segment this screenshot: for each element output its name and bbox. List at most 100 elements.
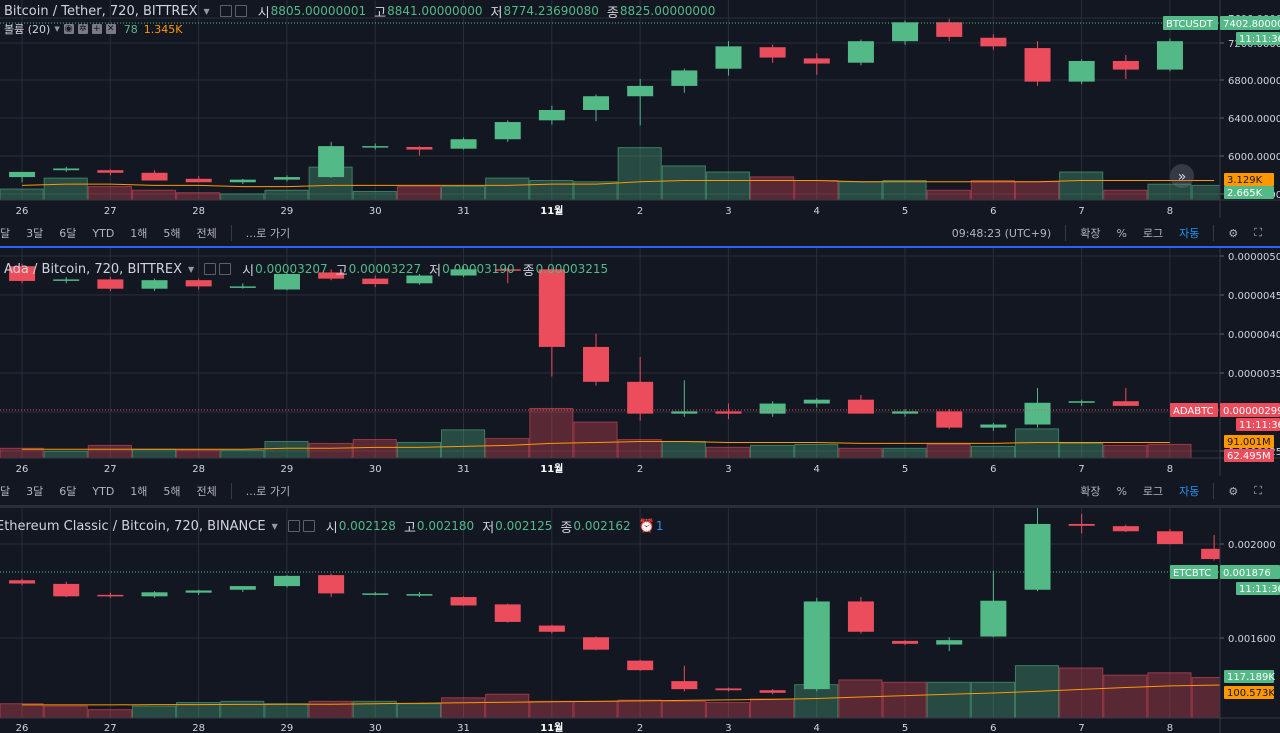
range-month[interactable]: 달 [0, 485, 11, 498]
time-axis-label: 28 [192, 723, 205, 733]
eye-icon[interactable]: ◉ [63, 24, 74, 34]
ohlc-open-value: 0.002128 [338, 519, 396, 533]
volume-bar [970, 681, 1015, 719]
chart-pane-etcbtc[interactable]: 0.002000 0.001600 26 27 28 29 30 31 11월 2 3 4 5 6 7 8 ET… [0, 508, 1280, 733]
zoom-button[interactable]: 확장 [1080, 485, 1101, 498]
goto-date-button[interactable]: ...로 가기 [245, 485, 291, 498]
volume-bar [308, 442, 353, 459]
plus-icon[interactable]: + [91, 24, 102, 34]
candle-body [406, 146, 433, 150]
range-all[interactable]: 전체 [196, 227, 217, 240]
ohlc-close-label: 종 [606, 5, 619, 21]
volume-indicator-label[interactable]: 볼륨 (20) [4, 23, 51, 36]
settings-icon[interactable] [234, 5, 247, 17]
candle-body [1068, 60, 1095, 82]
percent-button[interactable]: % [1116, 226, 1127, 240]
volume-tag: 91.001M [1227, 437, 1271, 448]
btc-candles-svg[interactable]: 7600.000000007200.000000006800.000000006… [0, 0, 1280, 218]
chevron-down-icon[interactable]: ▼ [271, 521, 278, 531]
range-3month[interactable]: 3달 [26, 227, 44, 240]
range-3month[interactable]: 3달 [26, 485, 44, 498]
countdown-tag-bg [1236, 32, 1280, 45]
eye-icon[interactable] [204, 263, 217, 275]
range-all[interactable]: 전체 [196, 485, 217, 498]
toolbar-right: 09:48:23 (UTC+9) 확장 % 로그 자동 ⚙ ⛶ [944, 225, 1270, 241]
settings-icon[interactable] [219, 263, 232, 275]
range-month[interactable]: 달 [0, 227, 11, 240]
volume-bar [1014, 181, 1060, 201]
candle-body [803, 399, 830, 404]
etc-candles-svg[interactable]: 0.002000 0.001600 26 27 28 29 30 31 11월 2 3 4 5 6 7 8 ET… [0, 508, 1280, 733]
auto-button[interactable]: 자동 [1179, 227, 1200, 240]
volume-bar [1147, 443, 1192, 459]
alarm-clock-icon[interactable]: ⏰ [638, 518, 655, 534]
pane-divider-active[interactable] [0, 246, 1280, 248]
time-axis-label: 30 [369, 723, 382, 733]
range-5year[interactable]: 5해 [163, 485, 181, 498]
candle-body [1068, 401, 1095, 403]
eye-icon[interactable] [219, 5, 232, 17]
countdown-tag: 11:11:36 [1239, 584, 1280, 595]
gear-icon[interactable]: ✲ [77, 24, 88, 34]
ohlc-open-label: 시 [242, 263, 255, 279]
volume-bar [441, 186, 486, 201]
zoom-button[interactable]: 확장 [1080, 227, 1101, 240]
time-axis-label: 8 [1167, 464, 1173, 475]
range-6month[interactable]: 6달 [59, 227, 77, 240]
time-axis-label: 29 [281, 206, 294, 217]
chevron-down-icon[interactable]: ▼ [188, 264, 195, 274]
range-1year[interactable]: 1해 [130, 485, 148, 498]
candle-body [406, 594, 433, 596]
volume-bar [396, 441, 442, 459]
ohlc-low-value: 8774.23690080 [503, 4, 599, 18]
volume-ma-line [22, 440, 1170, 450]
clock-time[interactable]: 09:48:23 (UTC+9) [951, 226, 1052, 240]
volume-ma-line [22, 683, 1280, 706]
range-6month[interactable]: 6달 [59, 485, 77, 498]
range-ytd[interactable]: YTD [92, 226, 115, 240]
close-icon[interactable]: ✕ [105, 24, 116, 34]
auto-button[interactable]: 자동 [1179, 485, 1200, 498]
fullscreen-icon[interactable]: ⛶ [1254, 226, 1262, 239]
volume-bar [705, 702, 751, 719]
time-axis-label: 11월 [540, 722, 563, 733]
volume-tag-bg [1224, 686, 1274, 699]
candle-body [494, 122, 521, 140]
candle-body [450, 597, 477, 606]
toolbar-right: 확장 % 로그 자동 ⚙ ⛶ [1072, 483, 1270, 499]
range-1year[interactable]: 1해 [130, 227, 148, 240]
fullscreen-icon[interactable]: ⛶ [1254, 484, 1262, 497]
time-axis-label: 8 [1167, 723, 1173, 733]
last-price-tag-bg [1220, 565, 1280, 579]
volume-bar [264, 703, 309, 719]
volume-bar [750, 444, 795, 459]
candle-body [671, 411, 698, 414]
gear-icon[interactable]: ⚙ [1228, 226, 1239, 240]
symbol-title[interactable]: Bitcoin / Tether, 720, BITTREX [4, 3, 198, 19]
eye-icon[interactable] [287, 520, 300, 532]
percent-button[interactable]: % [1116, 484, 1127, 498]
range-5year[interactable]: 5해 [163, 227, 181, 240]
symbol-title[interactable]: Ethereum Classic / Bitcoin, 720, BINANCE [0, 518, 266, 534]
time-axis-label: 30 [369, 206, 382, 217]
ohlc-high-label: 고 [335, 263, 348, 279]
chart-pane-btcusdt[interactable]: 7600.000000007200.000000006800.000000006… [0, 0, 1280, 218]
symbol-title[interactable]: Ada / Bitcoin, 720, BITTREX [4, 261, 183, 277]
settings-icon[interactable] [302, 520, 315, 532]
volume-bar [220, 700, 265, 719]
chevron-down-icon[interactable]: ▼ [54, 25, 60, 33]
time-axis-label: 28 [192, 206, 205, 217]
volume-bar [43, 177, 88, 201]
range-ytd[interactable]: YTD [92, 484, 115, 498]
chevron-down-icon[interactable]: ▼ [203, 6, 210, 16]
time-axis-label: 6 [990, 464, 996, 475]
volume-bar [838, 447, 883, 459]
log-button[interactable]: 로그 [1142, 227, 1164, 240]
gear-icon[interactable]: ⚙ [1228, 484, 1239, 498]
pane-divider[interactable] [0, 505, 1280, 508]
log-button[interactable]: 로그 [1142, 485, 1164, 498]
goto-date-button[interactable]: ...로 가기 [245, 227, 291, 240]
time-axis-label: 2 [637, 464, 643, 475]
